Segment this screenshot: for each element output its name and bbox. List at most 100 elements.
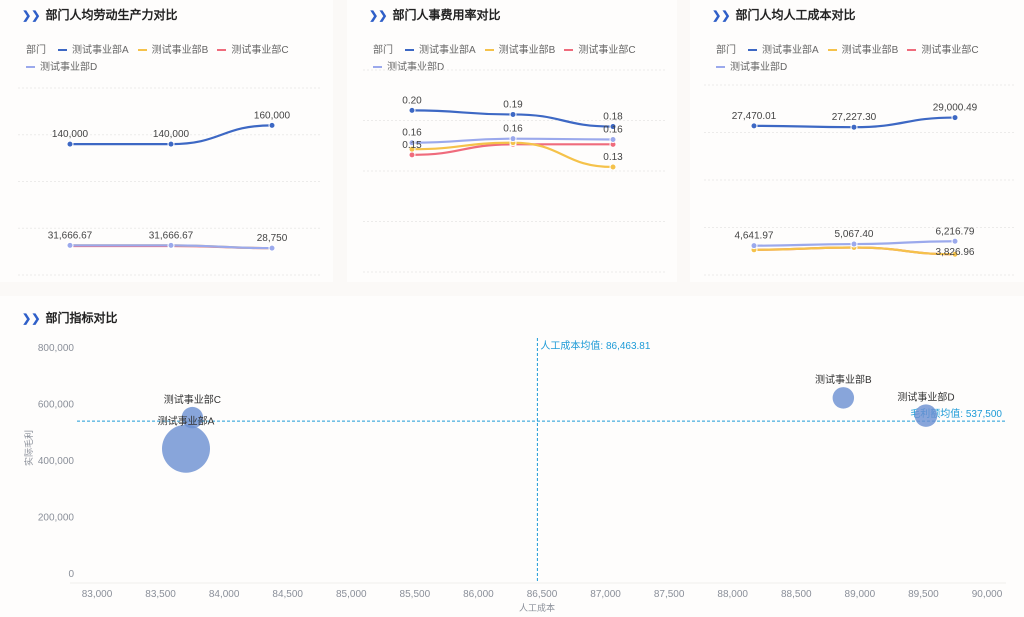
x-tick-label: 89,000 <box>845 589 876 600</box>
data-label: 31,666.67 <box>149 230 194 241</box>
double-chevron-right-icon: ❯❯ <box>712 10 731 22</box>
data-point-A <box>408 106 416 114</box>
legend-label: 测试事业部B <box>498 45 556 56</box>
bubble-label: 测试事业部C <box>164 393 221 406</box>
data-point-D <box>609 135 617 143</box>
chart-panel-labor-cost: ❯❯ 部门人均人工成本对比 部门 测试事业部A 测试事业部B 测试事业部C测试事业部D … <box>690 0 1024 282</box>
bubble-point <box>181 406 204 429</box>
bubble-label: 测试事业部A <box>158 415 215 428</box>
data-point-D <box>750 242 758 250</box>
chart-legend: 部门 测试事业部A 测试事业部B 测试事业部C 测试事业部D <box>26 42 326 76</box>
panel-title: ❯❯ 部门人均劳动生产力对比 <box>22 8 178 22</box>
panel-title: ❯❯ 部门人均人工成本对比 <box>712 8 856 22</box>
data-label: 4,641.97 <box>735 231 774 242</box>
legend-title: 部门 <box>373 45 393 56</box>
legend-item[interactable]: 测试事业部D <box>26 59 97 76</box>
data-label: 0.16 <box>603 124 623 135</box>
data-point-B <box>609 163 617 171</box>
legend-title: 部门 <box>716 45 736 56</box>
legend-item[interactable]: 测试事业部B <box>484 42 556 59</box>
data-point-A <box>850 123 858 131</box>
legend-item[interactable]: 测试事业部C <box>564 42 636 59</box>
line-chart-personnel-cost-rate: 0.20 0.190.180.130.150.16 0.16 0.16 <box>363 69 667 273</box>
data-label: 3,826.96 <box>936 247 975 258</box>
y-tick-label: 600,000 <box>38 400 75 411</box>
chart-panel-department-indicators: ❯❯ 部门指标对比 0 200,000 400,000 600,000 800,000 83… <box>0 296 1024 617</box>
legend-swatch <box>217 49 227 52</box>
legend-swatch <box>373 66 382 69</box>
chart-legend: 部门 测试事业部A 测试事业部B 测试事业部C 测试事业部D <box>716 42 1016 76</box>
data-label: 140,000 <box>52 129 89 140</box>
legend-swatch <box>58 49 67 52</box>
legend-label: 测试事业部D <box>387 62 445 73</box>
legend-item[interactable]: 测试事业部B <box>137 42 209 59</box>
legend-label: 测试事业部C <box>231 45 289 56</box>
data-point-A <box>750 122 758 130</box>
data-point-D <box>268 244 276 252</box>
data-label: 6,216.79 <box>936 226 975 237</box>
x-tick-label: 83,000 <box>82 589 113 600</box>
double-chevron-right-icon: ❯❯ <box>22 313 41 325</box>
x-tick-label: 86,000 <box>463 589 494 600</box>
legend-item[interactable]: 测试事业部D <box>373 59 444 76</box>
legend-item[interactable]: 测试事业部B <box>827 42 899 59</box>
x-tick-label: 88,000 <box>717 589 748 600</box>
legend-item[interactable]: 测试事业部A <box>748 42 819 59</box>
x-tick-label: 85,500 <box>400 589 431 600</box>
data-point-A <box>66 140 74 148</box>
chart-panel-labor-productivity: ❯❯ 部门人均劳动生产力对比 部门 测试事业部A 测试事业部B 测试事业部C 测试事业部D… <box>0 0 333 282</box>
data-label: 0.16 <box>503 124 523 135</box>
data-point-A <box>509 110 517 118</box>
bubble-label: 测试事业部B <box>815 373 872 386</box>
x-tick-label: 84,000 <box>209 589 240 600</box>
line-chart-labor-cost: 27,470.01 27,227.30 29,000.49 4,641.97 5,067… <box>704 84 1014 276</box>
data-label: 160,000 <box>254 110 291 121</box>
legend-swatch <box>716 66 725 69</box>
data-point-D <box>167 241 175 249</box>
legend-swatch <box>405 49 414 52</box>
legend-label: 测试事业部A <box>72 45 129 56</box>
legend-label: 测试事业部D <box>730 62 788 73</box>
x-tick-label: 83,500 <box>145 589 176 600</box>
legend-title: 部门 <box>26 45 46 56</box>
legend-swatch <box>827 49 837 52</box>
x-tick-label: 84,500 <box>272 589 303 600</box>
x-tick-label: 89,500 <box>908 589 939 600</box>
x-tick-label: 87,000 <box>590 589 621 600</box>
legend-label: 测试事业部B <box>841 45 899 56</box>
legend-swatch <box>137 49 147 52</box>
data-label: 28,750 <box>257 233 288 244</box>
reference-label-x: 人工成本均值: 86,463.81 <box>540 339 650 352</box>
bubble-label: 测试事业部D <box>897 390 954 403</box>
data-label: 0.16 <box>402 128 422 139</box>
data-point-D <box>66 241 74 249</box>
legend-label: 测试事业部B <box>151 45 209 56</box>
data-point-A <box>268 121 276 129</box>
legend-item[interactable]: 测试事业部A <box>58 42 129 59</box>
legend-item[interactable]: 测试事业部C <box>217 42 289 59</box>
x-tick-label: 88,500 <box>781 589 812 600</box>
y-tick-label: 200,000 <box>38 513 75 524</box>
legend-item[interactable]: 测试事业部C <box>907 42 979 59</box>
data-point-C <box>408 151 416 159</box>
bubble-point <box>832 387 855 409</box>
panel-title: ❯❯ 部门人事费用率对比 <box>369 8 501 22</box>
data-point-A <box>167 140 175 148</box>
data-label: 0.18 <box>603 112 623 123</box>
data-point-A <box>951 114 959 122</box>
legend-label: 测试事业部A <box>419 45 476 56</box>
chart-legend: 部门 测试事业部A 测试事业部B 测试事业部C 测试事业部D <box>373 42 673 76</box>
chart-panel-personnel-cost-rate: ❯❯ 部门人事费用率对比 部门 测试事业部A 测试事业部B 测试事业部C 测试事业部D 0… <box>347 0 677 282</box>
y-tick-label: 800,000 <box>38 343 75 354</box>
data-point-A <box>609 123 617 131</box>
legend-item[interactable]: 测试事业部A <box>405 42 476 59</box>
legend-item[interactable]: 测试事业部D <box>716 59 787 76</box>
x-tick-label: 87,500 <box>654 589 685 600</box>
x-tick-label: 90,000 <box>972 589 1003 600</box>
double-chevron-right-icon: ❯❯ <box>22 10 41 22</box>
x-tick-label: 86,500 <box>527 589 558 600</box>
data-point-D <box>951 237 959 245</box>
line-chart-labor-productivity: 140,000 140,000 160,000 31,666.67 31,666.67 2… <box>18 87 322 276</box>
x-tick-label: 85,000 <box>336 589 367 600</box>
bubble-point <box>162 424 210 473</box>
